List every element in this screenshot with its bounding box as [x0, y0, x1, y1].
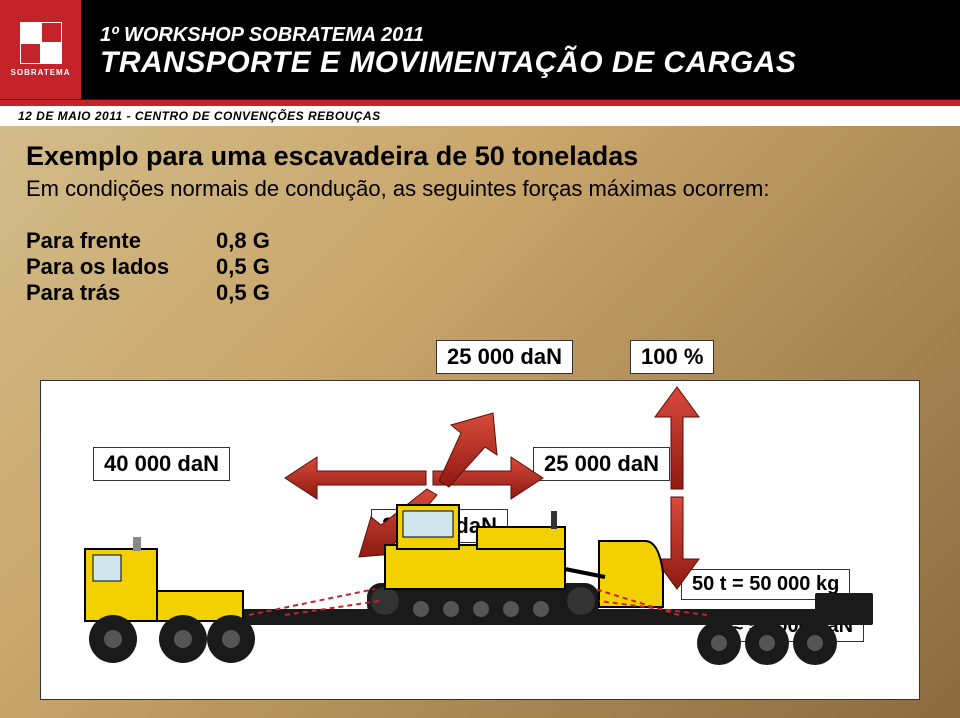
slide-heading: Exemplo para uma escavadeira de 50 tonel… [26, 140, 934, 174]
g-force-table: Para frente 0,8 G Para os lados 0,5 G Pa… [26, 228, 934, 306]
row-label: Para frente [26, 228, 216, 254]
slide-content: Exemplo para uma escavadeira de 50 tonel… [0, 126, 960, 306]
force-diagram: 25 000 daN 100 % 40 000 daN 25 000 daN 2… [40, 340, 920, 700]
callout-up-force: 25 000 daN [436, 340, 573, 374]
row-label: Para trás [26, 280, 216, 306]
slide-subheading: Em condições normais de condução, as seg… [26, 176, 934, 202]
diagram-panel: 40 000 daN 25 000 daN 25 000 daN 50 t = … [40, 380, 920, 700]
row-value: 0,5 G [216, 280, 270, 306]
event-line: 1º WORKSHOP SOBRATEMA 2011 [100, 24, 942, 47]
table-row: Para trás 0,5 G [26, 280, 934, 306]
logo-label: SOBRATEMA [11, 68, 71, 77]
date-strip: 12 DE MAIO 2011 - CENTRO DE CONVENÇÕES R… [0, 106, 960, 126]
header-bar: SOBRATEMA 1º WORKSHOP SOBRATEMA 2011 TRA… [0, 0, 960, 100]
table-row: Para os lados 0,5 G [26, 254, 934, 280]
callout-forward-force: 40 000 daN [93, 447, 230, 481]
callout-up-percent: 100 % [630, 340, 714, 374]
title-block: 1º WORKSHOP SOBRATEMA 2011 TRANSPORTE E … [82, 0, 960, 99]
row-label: Para os lados [26, 254, 216, 280]
brand-logo: SOBRATEMA [0, 0, 82, 99]
row-value: 0,8 G [216, 228, 270, 254]
truck-bulldozer-icon [79, 497, 879, 677]
main-title: TRANSPORTE E MOVIMENTAÇÃO DE CARGAS [100, 47, 942, 79]
callout-rear-force: 25 000 daN [533, 447, 670, 481]
row-value: 0,5 G [216, 254, 270, 280]
logo-mark-icon [20, 22, 62, 64]
table-row: Para frente 0,8 G [26, 228, 934, 254]
